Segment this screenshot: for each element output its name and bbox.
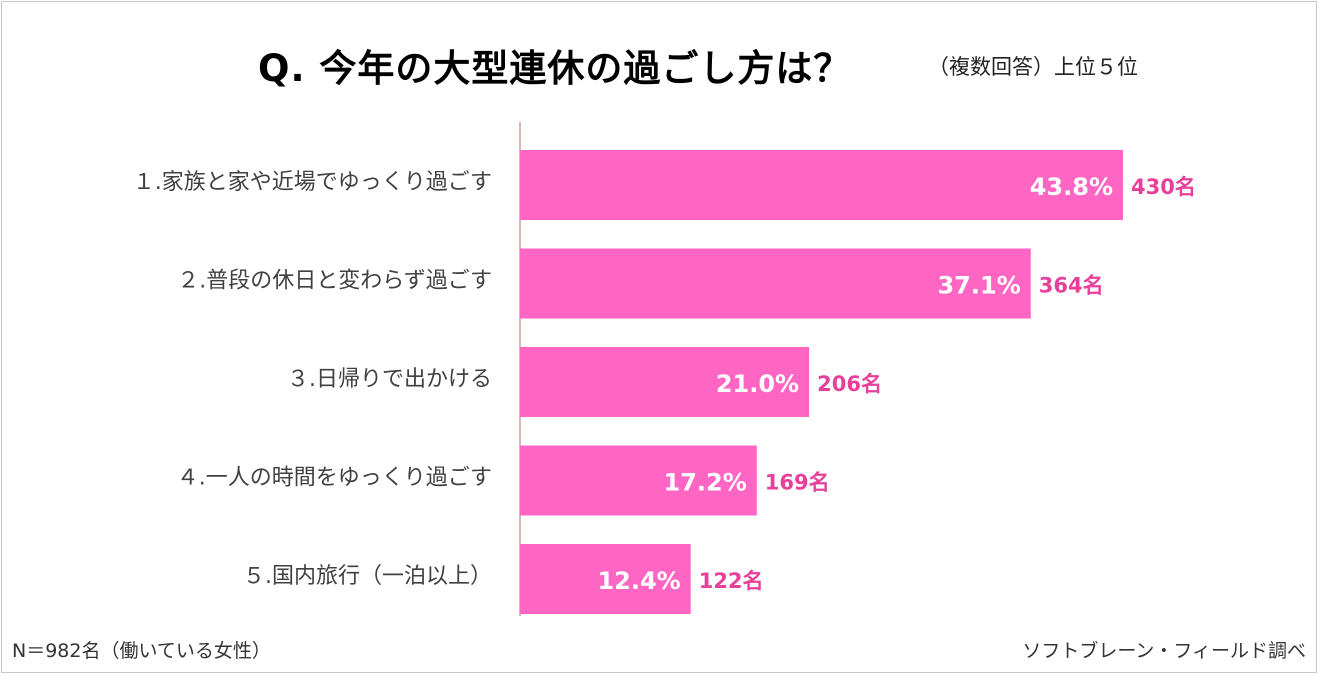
count-label-1: 430名 [1131, 175, 1196, 199]
data-label-4: 17.2% [664, 469, 747, 497]
category-label-4: ４.一人の時間をゆっくり過ごす [177, 466, 492, 491]
source-note: ソフトブレーン・フィールド調べ [1022, 640, 1306, 662]
bar-5 [520, 544, 691, 614]
data-label-1: 43.8% [1030, 173, 1113, 201]
data-label-3: 21.0% [716, 370, 799, 398]
data-label-5: 12.4% [597, 567, 680, 595]
bar-4 [520, 445, 757, 516]
count-label-4: 169名 [765, 471, 830, 495]
chart-subtitle: （複数回答）上位５位 [928, 55, 1138, 79]
bar-1 [520, 150, 1123, 220]
category-label-3: ３.日帰りで出かける [287, 367, 492, 392]
bar-2 [520, 248, 1031, 319]
count-label-5: 122名 [699, 569, 764, 593]
category-label-5: ５.国内旅行（一泊以上） [243, 564, 492, 589]
data-label-2: 37.1% [937, 272, 1020, 300]
category-label-2: ２.普段の休日と変わらず過ごす [177, 269, 492, 294]
count-label-2: 364名 [1039, 274, 1104, 298]
category-label-1: １.家族と家や近場でゆっくり過ごす [133, 170, 492, 195]
bar-3 [520, 347, 810, 417]
sample-size-note: N＝982名（働いている女性） [12, 640, 271, 662]
chart-title: Q. 今年の大型連休の過ごし方は？ [258, 47, 852, 90]
count-label-3: 206名 [817, 372, 882, 396]
